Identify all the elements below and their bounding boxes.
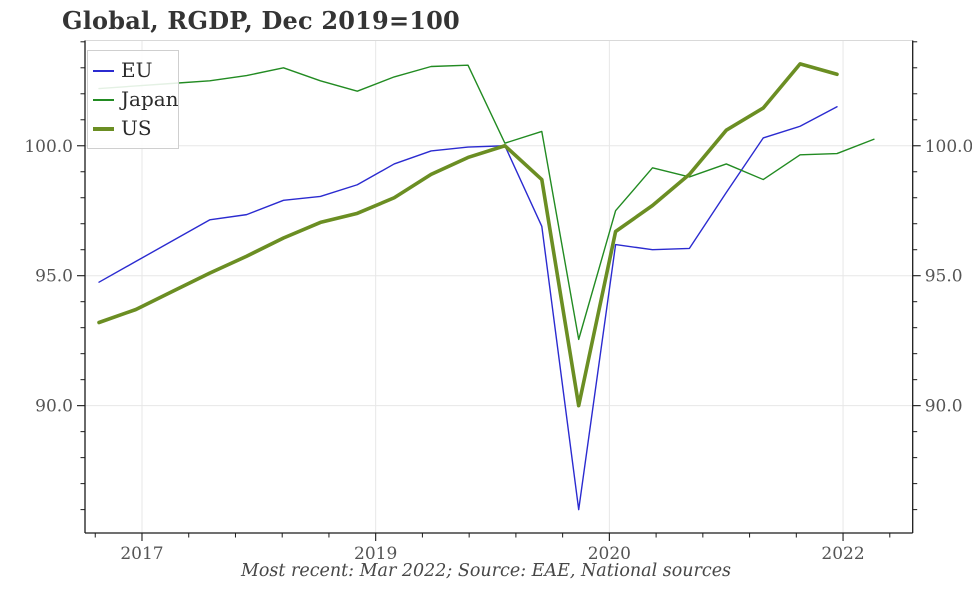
legend-item-eu: EU bbox=[93, 60, 170, 81]
japan-line bbox=[98, 64, 875, 341]
legend-label-japan: Japan bbox=[121, 87, 179, 111]
chart-caption: Most recent: Mar 2022; Source: EAE, Nati… bbox=[240, 561, 732, 581]
x-tick-label: 2019 bbox=[354, 544, 397, 564]
us-line-swatch bbox=[93, 126, 114, 131]
y-tick-label-right: 100.0 bbox=[925, 137, 972, 157]
y-tick-label-left: 90.0 bbox=[35, 397, 73, 417]
chart-title: Global, RGDP, Dec 2019=100 bbox=[62, 6, 460, 35]
legend-item-us: US bbox=[93, 118, 170, 139]
eu-line bbox=[98, 106, 838, 511]
legend-label-eu: EU bbox=[121, 58, 153, 82]
legend: EU Japan US bbox=[87, 50, 179, 149]
y-tick-label-right: 95.0 bbox=[925, 267, 963, 287]
x-tick-label: 2017 bbox=[120, 544, 163, 564]
y-tick-label-right: 90.0 bbox=[925, 397, 963, 417]
y-tick-label-left: 95.0 bbox=[35, 267, 73, 287]
x-tick-label: 2020 bbox=[588, 544, 631, 564]
x-tick-label: 2022 bbox=[821, 544, 864, 564]
legend-item-japan: Japan bbox=[93, 89, 179, 110]
legend-label-us: US bbox=[121, 116, 152, 140]
us-line bbox=[97, 62, 839, 408]
y-tick-label-left: 100.0 bbox=[24, 137, 73, 157]
japan-line-swatch bbox=[93, 98, 114, 101]
eu-line-swatch bbox=[93, 69, 114, 72]
